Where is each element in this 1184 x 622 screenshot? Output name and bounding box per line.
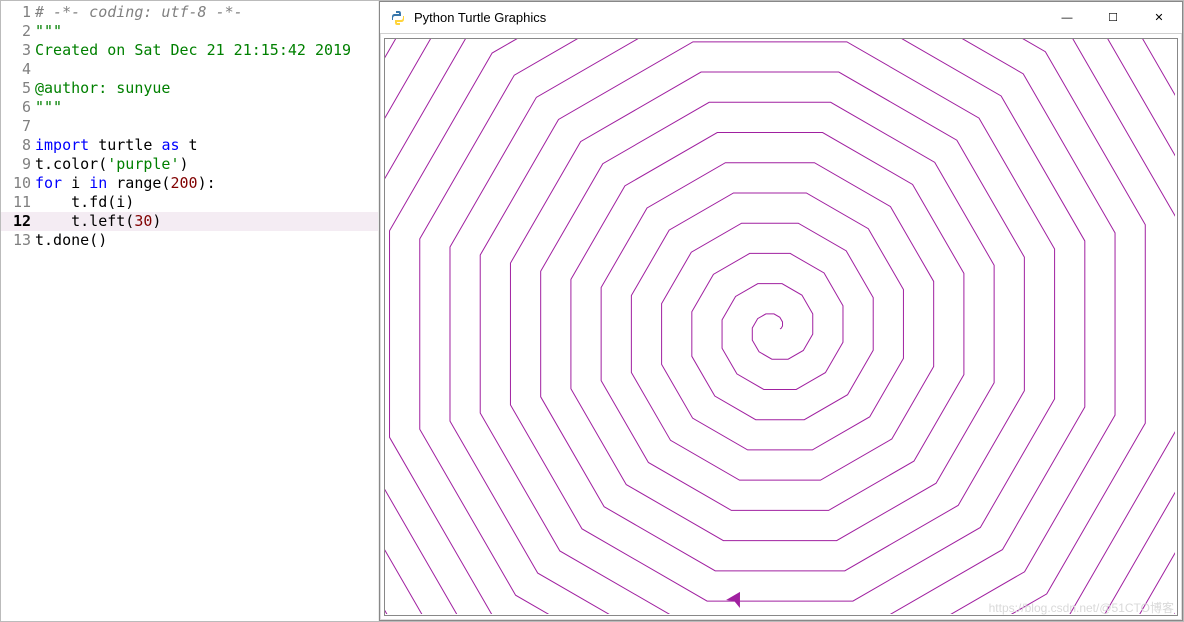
line-number: 4 [1,60,35,79]
line-number: 3 [1,41,35,60]
code-content [35,117,378,136]
code-content: # -*- coding: utf-8 -*- [35,3,378,22]
line-number: 10 [1,174,35,193]
code-content [35,60,378,79]
code-line[interactable]: 11 t.fd(i) [1,193,378,212]
code-content: """ [35,22,378,41]
code-editor[interactable]: 1# -*- coding: utf-8 -*-2"""3Created on … [1,1,379,621]
code-line[interactable]: 9t.color('purple') [1,155,378,174]
line-number: 2 [1,22,35,41]
line-number: 6 [1,98,35,117]
code-line[interactable]: 4 [1,60,378,79]
code-content: import turtle as t [35,136,378,155]
code-line[interactable]: 10for i in range(200): [1,174,378,193]
python-icon [390,10,406,26]
code-content: t.left(30) [35,212,378,231]
line-number: 9 [1,155,35,174]
window-title: Python Turtle Graphics [414,10,1044,25]
code-line[interactable]: 3Created on Sat Dec 21 21:15:42 2019 [1,41,378,60]
line-number: 1 [1,3,35,22]
turtle-canvas [384,38,1178,616]
code-line[interactable]: 7 [1,117,378,136]
line-number: 13 [1,231,35,250]
code-content: t.fd(i) [35,193,378,212]
code-content: @author: sunyue [35,79,378,98]
line-number: 11 [1,193,35,212]
line-number: 8 [1,136,35,155]
maximize-button[interactable]: ☐ [1090,2,1136,33]
code-line[interactable]: 5@author: sunyue [1,79,378,98]
code-content: """ [35,98,378,117]
code-content: t.done() [35,231,378,250]
code-line[interactable]: 8import turtle as t [1,136,378,155]
close-button[interactable]: ✕ [1136,2,1182,33]
minimize-button[interactable]: — [1044,2,1090,33]
code-content: t.color('purple') [35,155,378,174]
code-content: Created on Sat Dec 21 21:15:42 2019 [35,41,378,60]
titlebar[interactable]: Python Turtle Graphics — ☐ ✕ [380,2,1182,34]
line-number: 12 [1,212,35,231]
line-number: 7 [1,117,35,136]
code-line[interactable]: 12 t.left(30) [1,212,378,231]
code-line[interactable]: 1# -*- coding: utf-8 -*- [1,3,378,22]
code-line[interactable]: 13t.done() [1,231,378,250]
code-line[interactable]: 6""" [1,98,378,117]
turtle-drawing [385,39,1175,614]
line-number: 5 [1,79,35,98]
turtle-window: Python Turtle Graphics — ☐ ✕ https://blo… [379,1,1183,621]
code-line[interactable]: 2""" [1,22,378,41]
code-content: for i in range(200): [35,174,378,193]
